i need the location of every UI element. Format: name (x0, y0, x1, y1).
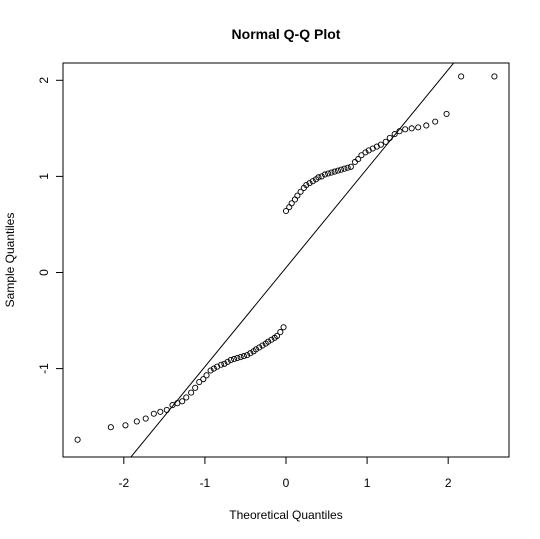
data-point (351, 158, 358, 166)
data-point (408, 125, 415, 132)
y-axis-label: Sample Quantiles (3, 213, 17, 308)
data-point (321, 171, 328, 178)
plot-frame (62, 62, 510, 458)
data-point (303, 181, 310, 189)
data-point (306, 180, 313, 187)
data-point (415, 124, 422, 131)
chart-title: Normal Q-Q Plot (232, 26, 341, 42)
data-point (157, 408, 164, 415)
data-point (402, 126, 409, 133)
data-point (286, 204, 293, 211)
data-point (188, 389, 195, 396)
data-point (150, 410, 157, 417)
data-point (277, 329, 284, 336)
data-point (328, 169, 335, 176)
data-point (133, 418, 140, 425)
x-tick-label: -2 (118, 476, 129, 490)
data-point (207, 367, 214, 374)
data-point (423, 122, 430, 129)
data-point (325, 170, 332, 177)
data-point (362, 149, 369, 156)
data-point (107, 424, 114, 431)
data-point (231, 355, 238, 363)
data-point (491, 73, 498, 80)
y-axis: -1 0 1 2 (37, 77, 63, 374)
data-point (458, 73, 465, 80)
data-points (74, 73, 498, 443)
x-axis-label: Theoretical Quantiles (229, 508, 342, 522)
data-point (344, 164, 351, 171)
data-point (355, 156, 362, 163)
data-point (240, 353, 247, 360)
data-point (291, 196, 298, 203)
data-point (288, 200, 295, 207)
data-point (247, 350, 254, 357)
data-point (234, 354, 241, 362)
data-point (265, 338, 272, 345)
data-point (259, 342, 266, 349)
data-point (294, 192, 301, 199)
x-tick-label: 2 (445, 476, 452, 490)
data-point (318, 173, 325, 180)
data-point (358, 152, 365, 159)
data-point (396, 128, 403, 135)
x-tick-label: 1 (364, 476, 371, 490)
data-point (268, 336, 275, 343)
data-point (282, 207, 290, 215)
y-tick-label: 2 (37, 77, 51, 84)
y-tick-label: -1 (37, 363, 51, 374)
data-point (196, 378, 203, 386)
data-point (256, 344, 263, 351)
data-point (391, 131, 398, 138)
data-point (280, 324, 287, 331)
data-point (183, 394, 190, 401)
data-point (386, 134, 393, 142)
data-point (252, 346, 260, 353)
data-point (331, 168, 338, 175)
reference-line (130, 63, 455, 457)
data-point (142, 415, 149, 422)
data-point (244, 352, 251, 359)
data-point (122, 422, 129, 429)
data-point (432, 118, 439, 125)
data-point (224, 358, 231, 365)
data-point (341, 165, 348, 172)
data-point (297, 188, 304, 195)
data-point (200, 376, 207, 383)
data-point (192, 384, 199, 391)
data-point (334, 167, 341, 174)
data-point (377, 141, 384, 148)
data-point (309, 178, 316, 185)
data-point (274, 332, 281, 339)
data-point (218, 361, 225, 368)
data-point (237, 354, 244, 361)
data-point (210, 365, 217, 372)
y-tick-label: 1 (37, 173, 51, 180)
data-point (203, 372, 210, 379)
x-tick-label: 0 (283, 476, 290, 490)
x-tick-label: -1 (200, 476, 211, 490)
data-point (347, 163, 354, 170)
data-point (163, 406, 170, 413)
data-point (382, 138, 389, 145)
data-point (338, 166, 345, 173)
data-point (221, 360, 228, 367)
data-point (227, 356, 234, 363)
data-point (443, 110, 450, 117)
data-point (74, 436, 81, 443)
data-point (315, 174, 322, 181)
x-axis: -2 -1 0 1 2 (118, 457, 452, 490)
y-tick-label: 0 (37, 269, 51, 276)
data-point (179, 398, 186, 405)
